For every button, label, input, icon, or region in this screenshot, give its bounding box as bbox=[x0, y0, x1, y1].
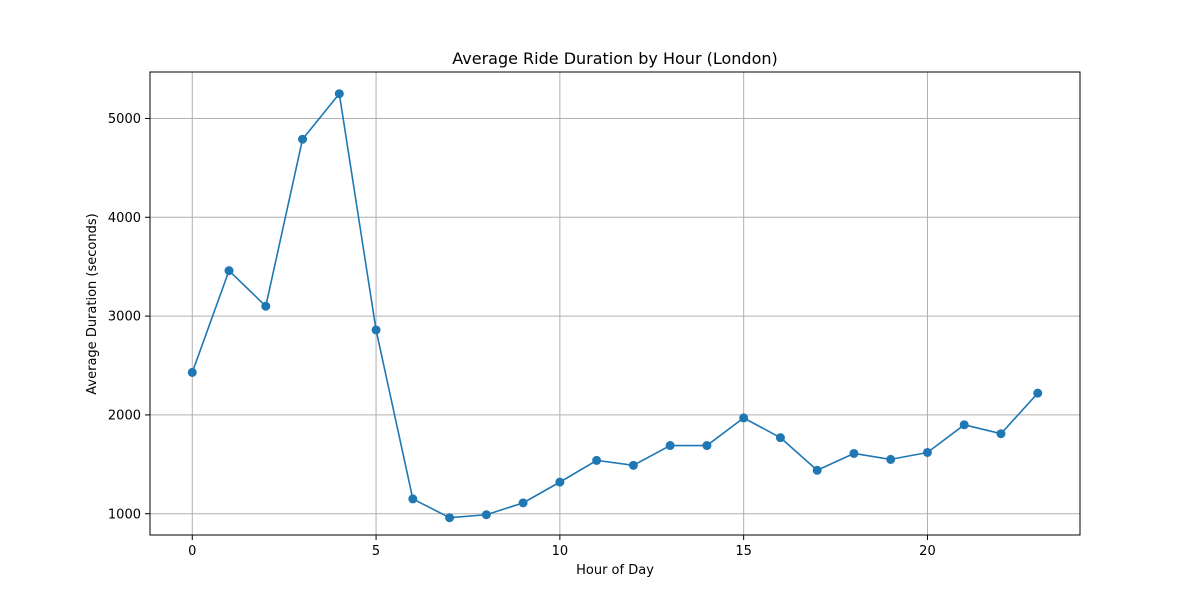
y-tick-label: 4000 bbox=[108, 211, 141, 226]
data-point bbox=[959, 420, 969, 430]
series-line bbox=[191, 92, 1039, 519]
data-point bbox=[445, 513, 455, 523]
data-point bbox=[1033, 388, 1043, 398]
data-point bbox=[665, 441, 675, 451]
grid-lines bbox=[150, 72, 1080, 535]
data-point bbox=[224, 266, 234, 276]
y-tick-label: 5000 bbox=[108, 112, 141, 127]
y-tick-label: 1000 bbox=[108, 507, 141, 522]
data-point bbox=[812, 465, 822, 475]
data-point bbox=[996, 429, 1006, 439]
data-point bbox=[775, 433, 785, 443]
data-point bbox=[334, 89, 344, 99]
data-point bbox=[298, 134, 308, 144]
data-point bbox=[739, 413, 749, 423]
data-point bbox=[408, 494, 418, 504]
data-point bbox=[261, 301, 271, 311]
x-tick-label: 0 bbox=[188, 544, 196, 559]
tick-layer: 0 5 10 15 20 1000 2000 3000 4000 5000 bbox=[108, 112, 936, 559]
data-point bbox=[702, 441, 712, 451]
data-point bbox=[849, 448, 859, 458]
x-axis-label: Hour of Day bbox=[576, 563, 654, 578]
x-tick-label: 15 bbox=[735, 544, 752, 559]
data-point bbox=[886, 454, 896, 464]
data-point bbox=[481, 510, 491, 520]
chart-title: Average Ride Duration by Hour (London) bbox=[452, 49, 777, 68]
x-tick-label: 10 bbox=[552, 544, 569, 559]
plot-frame bbox=[149, 71, 1081, 536]
y-axis-label: Average Duration (seconds) bbox=[85, 213, 100, 394]
x-tick-label: 5 bbox=[372, 544, 380, 559]
y-tick-label: 3000 bbox=[108, 310, 141, 325]
x-tick-label: 20 bbox=[919, 544, 936, 559]
data-point bbox=[518, 498, 528, 508]
data-point bbox=[555, 477, 565, 487]
data-point bbox=[628, 460, 638, 470]
series-layer bbox=[187, 89, 1043, 523]
data-point bbox=[592, 455, 602, 465]
data-point bbox=[371, 325, 381, 335]
y-tick-label: 2000 bbox=[108, 408, 141, 423]
data-point bbox=[187, 367, 197, 377]
data-point bbox=[922, 447, 932, 457]
